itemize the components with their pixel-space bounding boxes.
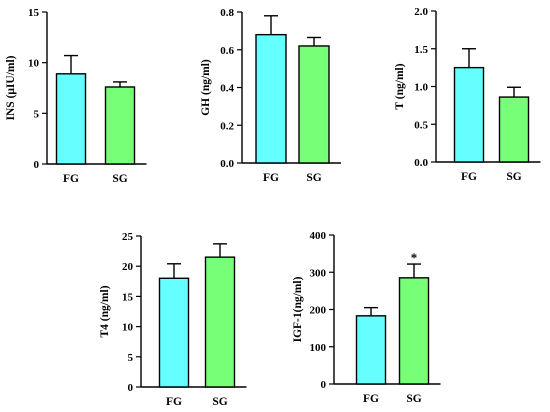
y-tick-label: 0 <box>128 382 134 394</box>
chart-igf1: 0 100 200 300 400 IGF-1(ng/ml) FG SG * <box>292 230 441 405</box>
y-tick-label: 20 <box>122 261 134 273</box>
bar-sg <box>104 86 136 165</box>
bar-sg <box>298 45 330 164</box>
y-axis-label: GH (ng/ml) <box>200 59 212 116</box>
y-tick-label: 5 <box>34 108 40 120</box>
x-tick-label: SG <box>406 393 421 405</box>
y-tick-label: 2.0 <box>414 6 428 18</box>
y-tick-label: 100 <box>310 342 327 354</box>
y-axis-label: T (ng/ml) <box>394 63 406 109</box>
y-tick-label: 1.0 <box>414 82 428 94</box>
bar-fg <box>255 33 287 164</box>
x-tick-label: FG <box>461 171 477 183</box>
y-tick-label: 300 <box>310 267 327 279</box>
y-tick-label: 0.0 <box>220 158 234 170</box>
chart-t: 0.0 0.5 1.0 1.5 2.0 T (ng/ml) FG SG <box>394 6 541 183</box>
x-tick-label: FG <box>263 172 279 184</box>
y-tick-label: 0.0 <box>414 157 428 169</box>
bar-fg <box>158 277 190 388</box>
y-tick-label: 0.8 <box>220 7 234 19</box>
chart-t4: 0 5 10 15 20 25 T4 (ng/ml) FG SG <box>99 231 247 408</box>
y-tick-label: 10 <box>28 58 40 70</box>
bar-fg <box>355 315 387 385</box>
chart-ins: 0 5 10 15 INS (μIU/ml) FG SG <box>5 7 147 185</box>
bar-sg <box>398 277 430 385</box>
y-tick-label: 10 <box>122 322 134 334</box>
y-tick-label: 400 <box>310 230 327 242</box>
y-tick-label: 25 <box>122 231 134 243</box>
bar-fg <box>453 66 485 163</box>
x-tick-label: SG <box>112 173 127 185</box>
y-tick-label: 15 <box>28 7 40 19</box>
y-tick-label: 0.5 <box>414 119 428 131</box>
bar-sg <box>204 256 236 388</box>
y-tick-label: 0.2 <box>220 120 234 132</box>
x-tick-label: FG <box>166 396 182 408</box>
x-tick-label: SG <box>212 396 227 408</box>
bar-fg <box>55 73 87 165</box>
bar-sg <box>498 96 530 163</box>
y-tick-label: 0.4 <box>220 83 234 95</box>
y-tick-label: 1.5 <box>414 44 428 56</box>
y-tick-label: 200 <box>310 305 327 317</box>
x-tick-label: SG <box>306 172 321 184</box>
chart-gh: 0.0 0.2 0.4 0.6 0.8 GH (ng/ml) FG SG <box>200 7 341 184</box>
y-axis-label: IGF-1(ng/ml) <box>292 276 304 342</box>
y-tick-label: 0 <box>321 379 327 391</box>
x-tick-label: FG <box>63 173 79 185</box>
y-tick-label: 5 <box>128 352 134 364</box>
y-tick-label: 15 <box>122 291 134 303</box>
x-tick-label: SG <box>506 171 521 183</box>
y-tick-label: 0.6 <box>220 45 234 57</box>
y-axis-label: T4 (ng/ml) <box>99 285 111 337</box>
x-tick-label: FG <box>363 393 379 405</box>
significance-marker: * <box>411 250 418 265</box>
y-tick-label: 0 <box>34 159 40 171</box>
y-axis-label: INS (μIU/ml) <box>5 55 17 120</box>
